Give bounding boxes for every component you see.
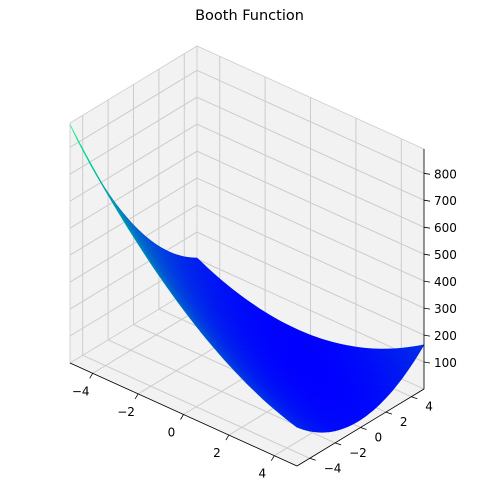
surface-plot xyxy=(69,124,425,433)
x-tick-label: 2 xyxy=(213,446,221,460)
grid-line-z xyxy=(69,231,198,310)
surface-patch xyxy=(193,257,203,264)
x-tick xyxy=(225,434,230,441)
grid-line-z xyxy=(196,69,425,174)
x-tick-label: 0 xyxy=(168,426,176,440)
y-tick xyxy=(411,396,418,400)
y-tick xyxy=(360,427,367,430)
z-tick xyxy=(423,334,431,337)
y-tick-label: 0 xyxy=(375,431,383,445)
z-tick xyxy=(423,172,431,175)
grid-line-z xyxy=(69,69,198,148)
x-tick-label: 4 xyxy=(258,467,266,481)
z-tick xyxy=(423,253,431,256)
grid-line-z xyxy=(196,258,425,363)
z-tick-label: 500 xyxy=(434,248,457,262)
x-tick xyxy=(134,393,139,400)
z-tick xyxy=(423,307,431,310)
z-tick-label: 300 xyxy=(434,302,457,316)
grid-line-z xyxy=(69,150,198,229)
y-tick xyxy=(334,442,342,446)
z-tick xyxy=(423,280,431,283)
x-tick xyxy=(180,414,184,420)
grid-line-z xyxy=(196,150,425,255)
grid-line-z xyxy=(196,177,425,282)
grid-line-z xyxy=(196,96,425,201)
x-tick-label: −4 xyxy=(72,384,90,398)
y-tick-label: 4 xyxy=(425,400,433,414)
x-tick xyxy=(270,455,275,461)
x-tick-label: −2 xyxy=(117,405,135,419)
z-tick xyxy=(423,226,431,229)
x-tick xyxy=(89,373,94,379)
z-tick-label: 800 xyxy=(434,167,457,181)
grid-line-z xyxy=(196,123,425,228)
z-tick xyxy=(423,361,431,364)
y-tick-label: −4 xyxy=(324,461,342,475)
y-tick xyxy=(385,411,393,415)
grid-line-z xyxy=(69,204,198,283)
z-tick-label: 600 xyxy=(434,221,457,235)
grid-line-z xyxy=(69,96,198,175)
grid-line-z xyxy=(196,231,425,336)
tick-labels: −4 −2 0 2 4 −4 −2 0 2 4 100 200 300 400 500 600 700 800 xyxy=(72,167,457,480)
grid-line-z xyxy=(69,123,198,202)
y-tick-label: 2 xyxy=(400,415,408,429)
z-tick-label: 700 xyxy=(434,194,457,208)
y-tick-label: −2 xyxy=(349,446,367,460)
z-tick-label: 400 xyxy=(434,275,457,289)
grid-line-z xyxy=(196,204,425,309)
tick-marks xyxy=(89,172,431,461)
chart-title: Booth Function xyxy=(195,8,304,24)
z-tick-label: 200 xyxy=(434,329,457,343)
z-tick xyxy=(423,199,431,202)
z-tick-label: 100 xyxy=(434,356,457,370)
grid-line-z xyxy=(69,177,198,256)
grid-line-y xyxy=(82,354,310,459)
y-tick xyxy=(309,457,316,461)
